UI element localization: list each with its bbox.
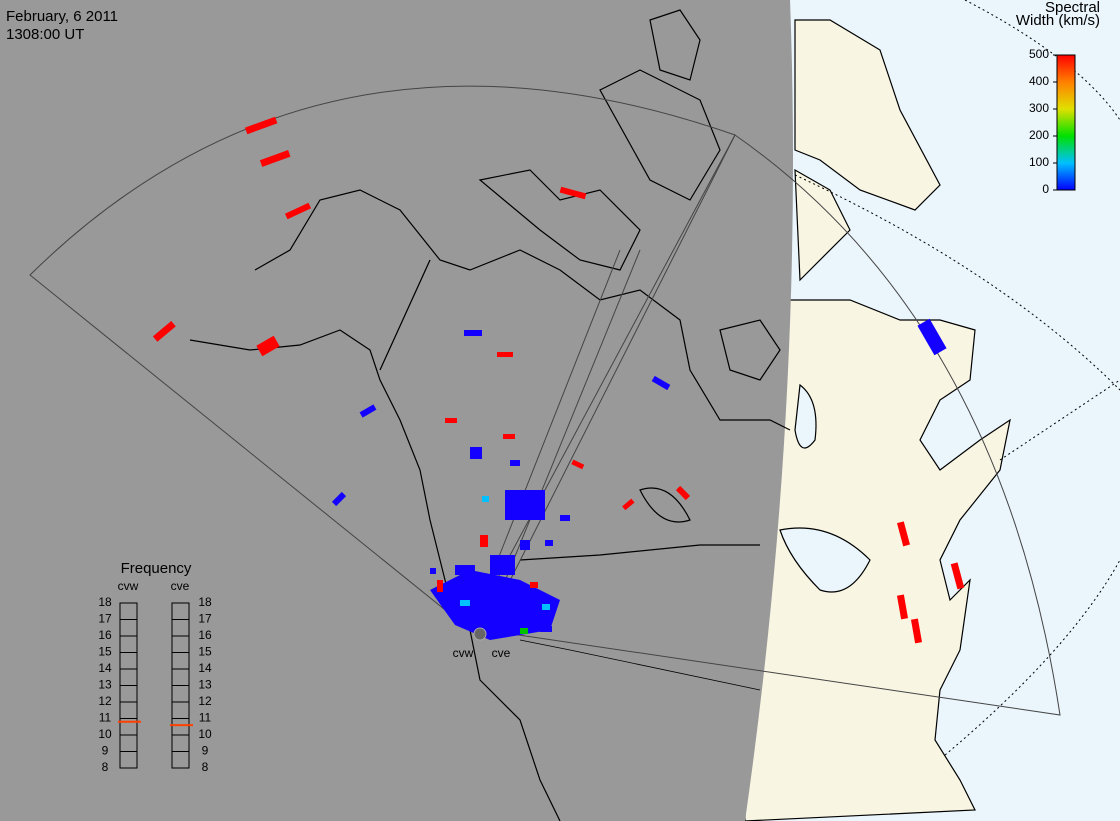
frequency-tick-label: 17 bbox=[98, 612, 112, 626]
frequency-tick-label: 15 bbox=[198, 645, 212, 659]
frequency-tick-label: 15 bbox=[98, 645, 112, 659]
frequency-tick-label: 9 bbox=[102, 744, 109, 758]
date: February, 6 2011 bbox=[6, 8, 118, 25]
border bbox=[379, 259, 761, 691]
frequency-tick-label: 18 bbox=[198, 595, 212, 609]
colorbar-tick-label: 0 bbox=[1042, 182, 1049, 196]
colorbar-tick-label: 300 bbox=[1029, 101, 1049, 115]
frequency-tick-label: 11 bbox=[99, 711, 112, 725]
land bbox=[744, 19, 1011, 821]
frequency-tick-label: 14 bbox=[198, 661, 212, 675]
colorbar-tick-label: 200 bbox=[1029, 128, 1049, 142]
frequency-tick-label: 16 bbox=[98, 628, 112, 642]
time: 1308:00 UT bbox=[6, 26, 84, 43]
colorbar-tick-label: 100 bbox=[1029, 155, 1049, 169]
frequency-tick-label: 12 bbox=[198, 694, 212, 708]
station-label: cve bbox=[492, 646, 511, 660]
colorbar-title: Width (km/s) bbox=[1016, 12, 1100, 29]
frequency-tick-label: 13 bbox=[198, 678, 212, 692]
colorbar-tick-label: 400 bbox=[1029, 74, 1049, 88]
frequency-tick-label: 10 bbox=[98, 727, 112, 741]
colorbar-tick-label: 500 bbox=[1029, 47, 1049, 61]
frequency-tick-label: 8 bbox=[102, 760, 109, 774]
frequency-tick-label: 11 bbox=[199, 711, 212, 725]
station-label: cvw bbox=[453, 646, 474, 660]
frequency-tick-label: 13 bbox=[98, 678, 112, 692]
frequency-tick-label: 18 bbox=[98, 595, 112, 609]
echo bbox=[152, 116, 965, 644]
radar-site bbox=[473, 627, 487, 641]
frequency-tick-label: 16 bbox=[198, 628, 212, 642]
frequency-tick-label: 14 bbox=[98, 661, 112, 675]
colorbar bbox=[1056, 54, 1076, 191]
frequency-tick-label: 9 bbox=[202, 744, 209, 758]
radar-name: cvw bbox=[118, 579, 139, 593]
frequency-title: Frequency bbox=[121, 560, 192, 577]
colorbar-title: Spectral bbox=[1045, 0, 1100, 16]
frequency-tick-label: 12 bbox=[98, 694, 112, 708]
latitude-circle bbox=[794, 0, 1120, 756]
frequency-tick-label: 8 bbox=[202, 760, 209, 774]
night-region bbox=[0, 0, 793, 821]
frequency-tick-label: 17 bbox=[198, 612, 212, 626]
radar-name: cve bbox=[171, 579, 190, 593]
frequency-tick-label: 10 bbox=[198, 727, 212, 741]
